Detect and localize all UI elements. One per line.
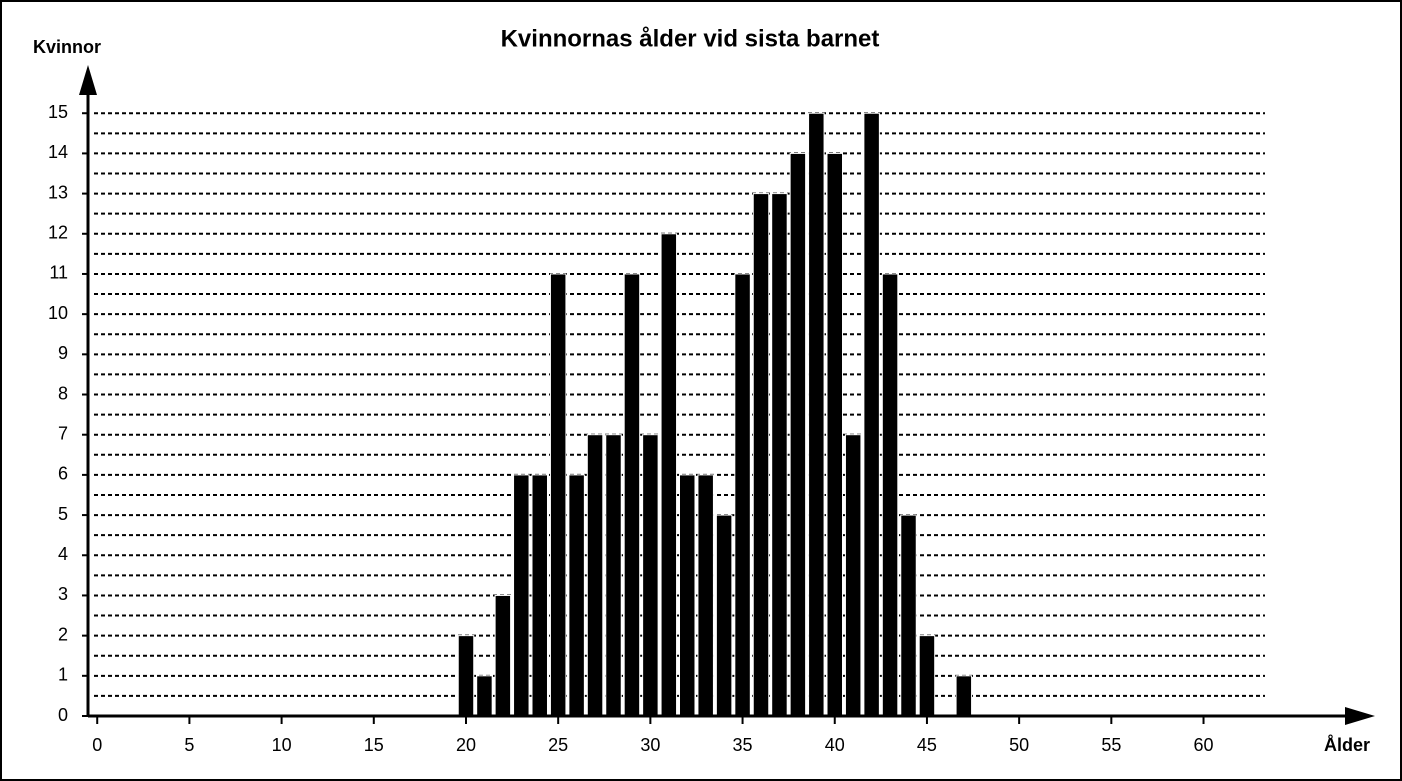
y-tick-label: 0 [58,705,68,725]
x-tick-label: 55 [1101,735,1121,755]
y-tick-label: 4 [58,544,68,564]
bar [568,474,585,717]
bar [771,193,788,717]
bar [808,112,825,717]
y-tick-label: 3 [58,584,68,604]
y-tick-label: 15 [48,102,68,122]
bar [642,434,659,717]
bar [752,193,770,717]
x-tick-label: 40 [825,735,845,755]
bar [531,474,548,717]
x-tick-label: 15 [364,735,384,755]
x-tick-label: 25 [548,735,568,755]
x-tick-label: 45 [917,735,937,755]
bar [623,273,641,717]
bar [660,233,678,717]
x-tick-label: 60 [1194,735,1214,755]
y-tick-label: 14 [48,142,68,162]
y-tick-label: 2 [58,624,68,644]
y-tick-label: 10 [48,303,68,323]
x-axis-label: Ålder [1324,735,1370,755]
bar [586,434,604,717]
x-tick-label: 20 [456,735,476,755]
bar [863,112,880,717]
bar [881,273,899,717]
bar [697,474,714,717]
bar [457,635,475,717]
bar [955,675,973,717]
bar [476,675,493,717]
bar [494,594,512,717]
x-tick-label: 50 [1009,735,1029,755]
bar [734,273,751,717]
x-tick-label: 5 [184,735,194,755]
x-tick-label: 35 [733,735,753,755]
bar [789,152,807,717]
y-tick-label: 9 [58,343,68,363]
bar [513,474,530,717]
y-tick-label: 1 [58,665,68,685]
y-tick-label: 6 [58,464,68,484]
x-tick-label: 10 [272,735,292,755]
y-tick-label: 8 [58,383,68,403]
bar [900,514,917,717]
bar [826,152,843,717]
bar [715,514,733,717]
bar [549,273,567,717]
y-tick-label: 13 [48,182,68,202]
bar [918,635,936,717]
bar [605,434,622,717]
bar [844,434,862,717]
y-axis-arrow [79,65,97,95]
chart-title: Kvinnornas ålder vid sista barnet [501,25,880,52]
bar [679,474,696,717]
y-tick-label: 5 [58,504,68,524]
y-tick-label: 12 [48,223,68,243]
x-axis-arrow [1345,707,1375,725]
x-tick-label: 30 [640,735,660,755]
x-tick-label: 0 [92,735,102,755]
y-axis-label: Kvinnor [33,37,101,57]
y-tick-label: 7 [58,423,68,443]
y-tick-label: 11 [49,263,68,283]
